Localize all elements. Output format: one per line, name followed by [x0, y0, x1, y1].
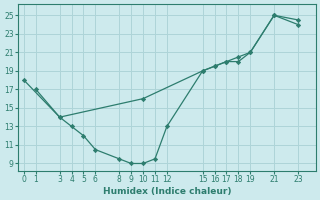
X-axis label: Humidex (Indice chaleur): Humidex (Indice chaleur) — [103, 187, 231, 196]
